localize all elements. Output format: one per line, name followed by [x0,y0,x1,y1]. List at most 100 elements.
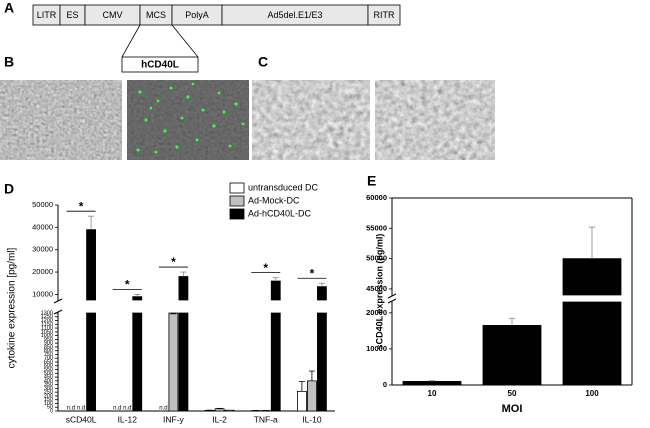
y-tick-label: 20000 [32,267,53,276]
segment-label: LITR [37,10,57,20]
bar [402,380,462,386]
y-tick-label: 400 [44,378,53,384]
y-tick-label: 150 [44,397,53,403]
y-tick-label: 450 [44,375,53,381]
y-tick-label: 55000 [366,223,387,232]
gfp-cells [136,82,245,154]
value-label: n.d [159,406,167,412]
value-label: n.d [113,406,121,412]
y-tick-label: 20000 [366,308,387,317]
x-tick-label: INF-y [163,414,185,424]
y-tick-label: 60000 [366,193,387,202]
y-tick-label: 600 [44,363,53,369]
bar [168,312,179,412]
bar [482,325,542,386]
micrograph [252,80,370,160]
significance-label: * [263,261,268,275]
y-tick-label: 800 [44,348,53,354]
bar [270,280,281,412]
construct-map [32,4,401,26]
y-tick-label: 1050 [41,329,53,335]
y-tick-label: 1200 [41,318,53,324]
y-tick-label: 1250 [41,314,53,320]
insert-box [121,56,199,73]
segment-label: Ad5del.E1/E3 [267,10,322,20]
panel-label: C [258,54,268,70]
segment-box [367,4,401,26]
segment-label: PolyA [185,10,209,20]
y-tick-label: 500 [44,371,53,377]
y-tick-label: 650 [44,359,53,365]
y-tick-label: 50 [47,405,53,411]
panel-label: B [4,54,14,70]
y-tick-label: 250 [44,390,53,396]
y-tick-label: 50000 [32,200,53,209]
x-axis-label: MOI [502,403,523,415]
y-axis-label: sCD40L expression (pg/ml) [374,234,384,350]
significance-label: * [79,199,84,213]
y-axis-label: cytokine expression [pg/ml] [7,247,18,368]
x-tick-label: IL-12 [118,414,138,424]
y-tick-label: 700 [44,356,53,362]
y-tick-label: 100 [44,401,53,407]
x-tick-label: sCD40L [66,414,97,424]
bar [178,276,189,412]
segment-label: CMV [103,10,123,20]
y-tick-label: 30000 [32,245,53,254]
axis-break [53,298,63,304]
axis-break [387,298,397,304]
y-tick-label: 350 [44,382,53,388]
y-tick-label: 850 [44,344,53,350]
bar [224,409,235,412]
y-tick-label: 750 [44,352,53,358]
bar [307,380,317,412]
y-tick-label: 1100 [41,326,53,332]
y-tick-label: 1000 [41,333,53,339]
y-tick-label: 10000 [366,344,387,353]
x-tick-label: 10 [428,389,437,398]
bar [317,286,327,412]
y-tick-label: 300 [44,386,53,392]
micrograph [375,80,495,160]
y-tick-label: 50000 [366,254,387,263]
bar [86,229,96,412]
segment-label: RITR [374,10,395,20]
value-label: n.d [123,406,131,412]
bar [297,391,307,412]
panel-label: D [4,181,14,197]
panel-label: E [367,173,376,189]
y-tick-label: 550 [44,367,53,373]
x-tick-label: 100 [585,389,599,398]
legend-label: untransduced DC [248,182,319,192]
insert-label: hCD40L [141,60,179,71]
y-tick-label: 0 [383,380,387,389]
segment-label: ES [66,10,78,20]
x-tick-label: IL-10 [302,414,322,424]
legend-swatch [229,208,245,220]
value-label: n.d [77,406,85,412]
legend-swatch [229,182,245,194]
bar [214,408,225,412]
x-tick-label: IL-2 [212,414,227,424]
bar [132,296,143,412]
segment-label: MCS [146,10,166,20]
y-tick-label: 200 [44,393,53,399]
significance-label: * [171,255,176,269]
significance-label: * [125,278,130,292]
panel-label: A [4,0,14,16]
insert-line [171,24,199,58]
y-tick-label: 900 [44,341,53,347]
x-tick-label: TNF-a [254,414,278,424]
legend-label: Ad-hCD40L-DC [248,208,312,218]
micrograph [0,80,122,160]
legend-swatch [229,195,245,207]
axis-break [387,293,397,299]
y-tick-label: 950 [44,337,53,343]
x-tick-label: 50 [508,389,517,398]
insert-line [121,24,141,58]
value-label: n.d [67,406,75,412]
bar [562,258,622,386]
y-tick-label: 1300 [41,310,53,316]
y-tick-label: 0 [50,408,53,414]
